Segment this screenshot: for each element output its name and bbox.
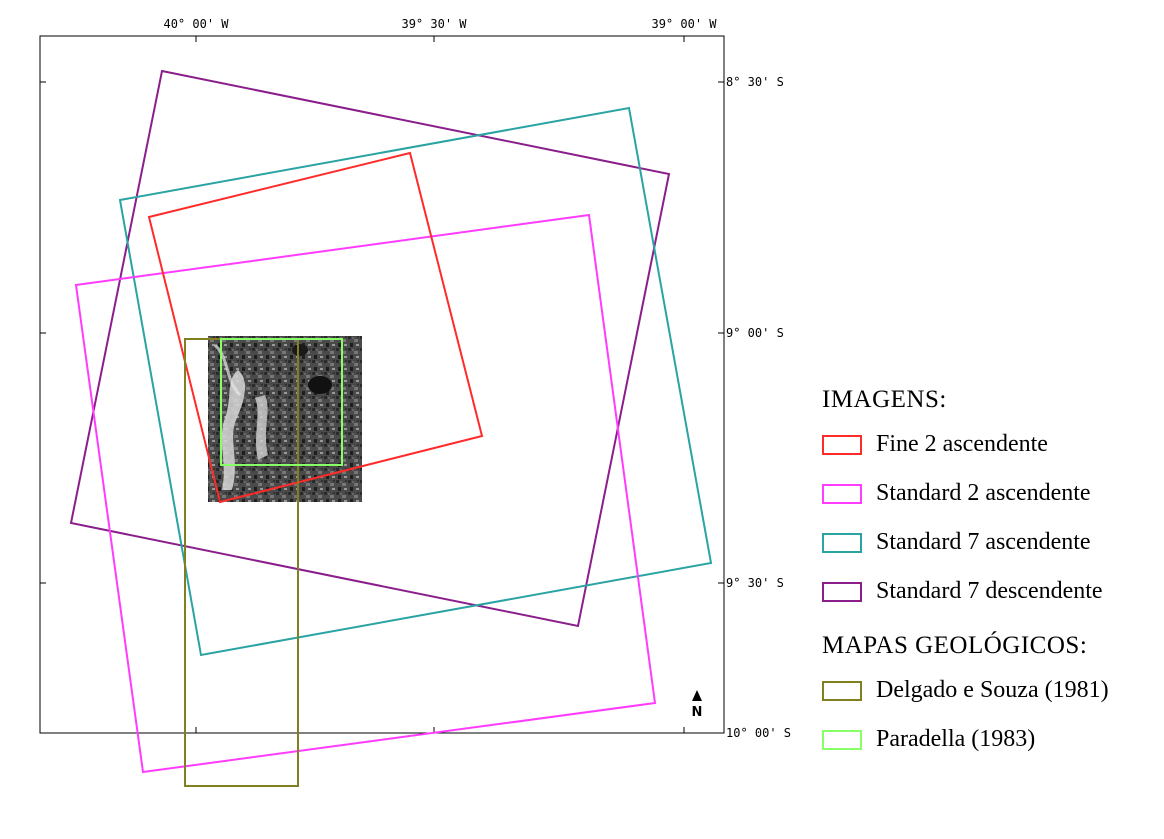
legend: IMAGENS: Fine 2 ascendente Standard 2 as… [822,380,1162,764]
legend-item-standard-7-descendente: Standard 7 descendente [822,567,1162,616]
top-label-3930w: 39° 30' W [401,17,467,31]
legend-swatch-standard-2 [822,483,862,504]
right-label-930s: 9° 30' S [726,576,784,590]
legend-item-standard-2-ascendente: Standard 2 ascendente [822,469,1162,518]
legend-swatch-delgado [822,680,862,701]
legend-item-delgado-e-souza: Delgado e Souza (1981) [822,666,1162,715]
footprint-fine-2-ascendente [147,151,484,504]
legend-label-delgado: Delgado e Souza (1981) [876,677,1109,703]
north-arrow-icon: N [692,690,703,720]
legend-swatch-paradella [822,729,862,750]
legend-item-standard-7-ascendente: Standard 7 ascendente [822,518,1162,567]
right-label-830s: 8° 30' S [726,75,784,89]
legend-swatch-standard-7-desc [822,581,862,602]
top-label-39w: 39° 00' W [651,17,717,31]
footprint-standard-2-ascendente [74,213,657,774]
legend-label-standard-7-desc: Standard 7 descendente [876,578,1103,604]
footprint-paradella-1983 [220,338,343,466]
north-arrow-letter: N [692,705,703,720]
footprint-standard-7-ascendente [118,106,713,657]
right-label-900s: 9° 00' S [726,326,784,340]
footprint-standard-7-descendente [69,69,671,628]
legend-label-standard-7-asc: Standard 7 ascendente [876,529,1091,555]
right-label-1000s: 10° 00' S [726,726,791,740]
legend-swatch-fine-2 [822,434,862,455]
legend-item-fine-2-ascendente: Fine 2 ascendente [822,420,1162,469]
legend-label-paradella: Paradella (1983) [876,726,1036,752]
legend-label-standard-2: Standard 2 ascendente [876,480,1091,506]
map-frame [39,35,725,734]
top-label-40w: 40° 00' W [163,17,229,31]
legend-label-fine-2: Fine 2 ascendente [876,431,1048,457]
legend-item-paradella: Paradella (1983) [822,715,1162,764]
satellite-image [208,336,362,502]
legend-swatch-standard-7-asc [822,532,862,553]
legend-heading-maps: MAPAS GEOLÓGICOS: [822,632,1088,659]
legend-heading-images: IMAGENS: [822,386,947,413]
